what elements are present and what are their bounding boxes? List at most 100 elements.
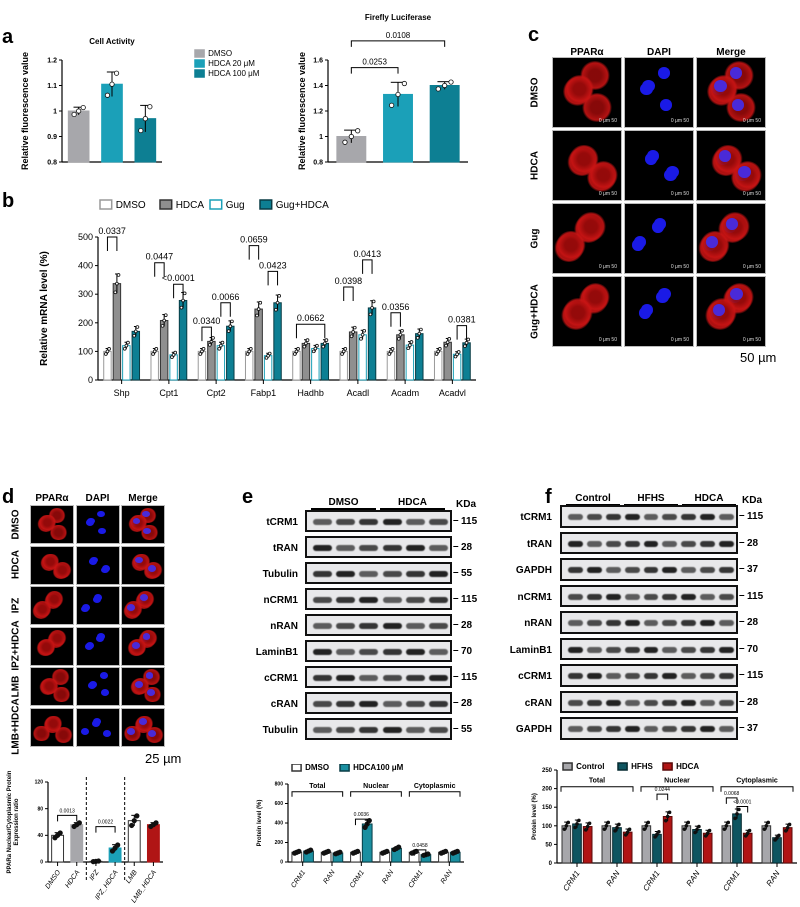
- micrograph-dapi: 0 μm 50: [624, 130, 694, 201]
- bar: [462, 342, 471, 381]
- cell-cytoplasm: [576, 212, 606, 241]
- nucleus: [148, 729, 157, 737]
- nucleus: [143, 527, 152, 535]
- group-bracket: [291, 791, 344, 797]
- data-point: [390, 347, 395, 351]
- data-point: [401, 80, 407, 87]
- nucleus: [94, 594, 103, 602]
- protein-band: [359, 545, 379, 551]
- nucleus: [731, 98, 745, 111]
- nucleus: [97, 527, 106, 535]
- bar: [178, 299, 188, 381]
- bar: [358, 334, 367, 381]
- data-point: [448, 79, 454, 85]
- x-tick-label: CRM1: [721, 869, 741, 893]
- protein-band: [719, 567, 734, 574]
- data-point: [201, 347, 206, 351]
- x-tick-label: LMB: [125, 869, 139, 885]
- scale-bar-label: 0 μm 50: [742, 264, 761, 270]
- nucleus: [126, 728, 135, 736]
- data-point: [686, 820, 691, 825]
- y-tick-label: 0: [40, 860, 43, 866]
- data-point: [642, 827, 647, 831]
- bar: [582, 826, 593, 864]
- protein-band: [662, 620, 678, 627]
- legend-swatch: [194, 59, 205, 68]
- nucleus: [640, 303, 654, 316]
- protein-band: [624, 567, 640, 574]
- data-point: [419, 327, 423, 332]
- protein-band: [719, 673, 734, 680]
- blot-image: [560, 505, 738, 528]
- significance-bracket: [220, 302, 231, 317]
- p-value-label: 0.0108: [386, 31, 411, 40]
- marker-tick: –: [453, 619, 459, 630]
- protein-band: [605, 726, 621, 733]
- protein-band: [662, 567, 678, 574]
- nucleus: [642, 80, 655, 93]
- data-point: [134, 329, 138, 334]
- data-point: [764, 824, 769, 828]
- nucleus: [653, 217, 667, 230]
- column-header: Merge: [128, 493, 158, 504]
- data-point: [644, 824, 649, 828]
- protein-band: [700, 673, 716, 680]
- nucleus: [666, 166, 680, 179]
- micrograph-ppara: [30, 626, 74, 666]
- protein-band: [681, 699, 697, 706]
- data-point: [340, 352, 344, 356]
- data-point: [163, 313, 168, 317]
- protein-band: [681, 567, 697, 574]
- data-point: [302, 344, 307, 349]
- bar: [681, 825, 692, 864]
- protein-band: [336, 675, 356, 681]
- protein-band: [428, 649, 448, 655]
- data-point: [389, 102, 395, 108]
- protein-band: [313, 623, 333, 629]
- nucleus: [705, 236, 719, 249]
- data-point: [747, 828, 752, 833]
- blot-image: [560, 690, 738, 713]
- blot-image: [305, 666, 452, 688]
- data-point: [737, 807, 741, 812]
- cell-cytoplasm: [589, 160, 619, 190]
- data-point: [313, 346, 318, 351]
- protein-band: [405, 675, 425, 681]
- data-point: [76, 820, 82, 826]
- protein-band: [700, 567, 716, 574]
- blot-row-label: GAPDH: [515, 724, 552, 735]
- blot-image: [560, 717, 738, 740]
- legend-swatch: [159, 199, 173, 210]
- molecular-weight: 115: [461, 516, 478, 527]
- legend-label: HDCA 100 μM: [208, 69, 260, 78]
- data-point: [566, 820, 571, 825]
- protein-band: [382, 545, 402, 551]
- protein-band: [336, 701, 356, 707]
- protein-band: [643, 593, 659, 600]
- cell-cytoplasm: [38, 514, 57, 531]
- group-label: Nuclear: [664, 778, 690, 785]
- data-point: [623, 833, 628, 837]
- data-point: [296, 347, 300, 351]
- data-point: [705, 831, 710, 836]
- nucleus: [145, 672, 154, 680]
- marker-tick: –: [453, 671, 459, 682]
- group-bracket: [408, 791, 461, 797]
- protein-band: [605, 567, 621, 574]
- x-tick-label: Cpt2: [207, 388, 226, 398]
- y-tick-label: 800: [275, 782, 284, 788]
- protein-band: [428, 519, 448, 525]
- cell-cytoplasm: [52, 686, 71, 703]
- molecular-weight: 28: [461, 542, 473, 553]
- micrograph-merge: 0 μm 50: [696, 276, 766, 347]
- micrograph-dapi: [75, 545, 120, 585]
- bar: [443, 341, 452, 381]
- protein-band: [586, 514, 602, 521]
- data-point: [396, 337, 401, 341]
- blot-group-header: DMSO: [311, 497, 376, 510]
- data-point: [152, 349, 157, 354]
- protein-band: [568, 514, 583, 521]
- micrograph-ppara: [30, 667, 74, 706]
- p-value-label: 0.0458: [412, 843, 428, 849]
- data-point: [341, 349, 346, 354]
